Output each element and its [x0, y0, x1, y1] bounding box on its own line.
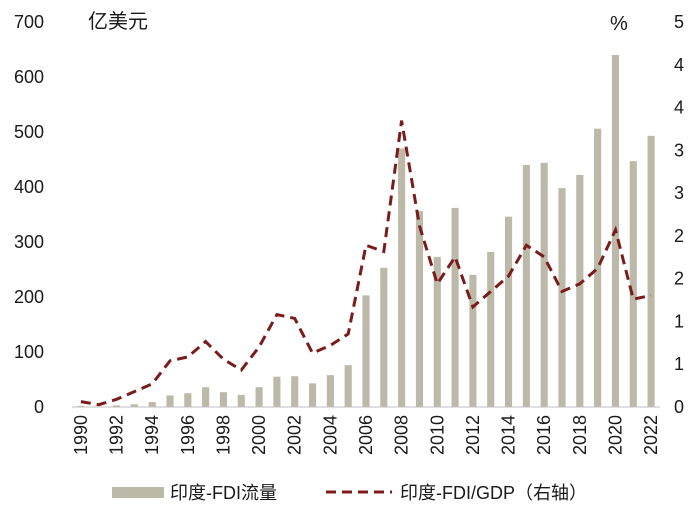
bar-2009 — [415, 211, 424, 407]
x-tick-label: 1998 — [213, 415, 233, 455]
legend-bar-swatch — [112, 487, 164, 498]
bar-1995 — [166, 395, 174, 407]
bar-2008 — [398, 148, 406, 407]
fdi-flow-bars — [77, 55, 655, 407]
x-tick-label: 2012 — [463, 415, 483, 455]
right-tick-label: 0 — [674, 397, 684, 417]
left-tick-label: 400 — [14, 177, 44, 197]
right-tick-label: 2 — [674, 269, 684, 289]
right-tick-label: 2 — [674, 226, 684, 246]
x-axis-ticks: 1990 1992 1994 1996 1998 2000 2002 2004 2006 2008… — [71, 415, 661, 455]
right-axis-unit: % — [610, 13, 628, 35]
bar-2016 — [540, 162, 548, 407]
x-tick-label: 2018 — [570, 415, 590, 455]
bar-2014 — [504, 216, 513, 407]
bar-1990 — [77, 405, 85, 407]
x-tick-label: 2020 — [605, 415, 625, 455]
right-tick-label: 4 — [674, 55, 684, 75]
fdi-gdp-ratio-line — [80, 120, 652, 407]
x-tick-label: 1990 — [71, 415, 91, 455]
bar-2017 — [558, 188, 566, 407]
bar-2005 — [344, 365, 352, 407]
bar-2021 — [629, 161, 637, 407]
right-tick-label: 5 — [674, 12, 684, 32]
legend-line-label: 印度-FDI/GDP（右轴） — [400, 483, 587, 503]
right-tick-label: 3 — [674, 183, 684, 203]
bar-2015 — [522, 165, 530, 407]
x-tick-label: 2000 — [249, 415, 269, 455]
x-tick-label: 2008 — [392, 415, 412, 455]
left-tick-label: 600 — [14, 67, 44, 87]
bar-1998 — [219, 392, 228, 407]
bar-2001 — [273, 376, 281, 407]
bar-1996 — [184, 393, 192, 407]
x-tick-label: 2022 — [641, 415, 661, 455]
legend-bar-label: 印度-FDI流量 — [170, 483, 277, 503]
right-tick-label: 4 — [674, 98, 684, 118]
bar-2006 — [362, 295, 370, 407]
bar-2018 — [576, 174, 584, 407]
left-tick-label: 0 — [34, 397, 44, 417]
bar-2010 — [433, 256, 441, 407]
legend: 印度-FDI流量 印度-FDI/GDP（右轴） — [112, 483, 587, 503]
right-tick-label: 1 — [674, 354, 684, 374]
bar-1999 — [237, 394, 245, 407]
x-tick-label: 2002 — [285, 415, 305, 455]
bar-2000 — [255, 387, 263, 407]
bar-2004 — [326, 375, 334, 407]
x-tick-label: 2010 — [427, 415, 447, 455]
bar-1994 — [148, 402, 156, 407]
bar-1992 — [112, 405, 121, 407]
right-tick-label: 1 — [674, 311, 684, 331]
x-tick-label: 1992 — [107, 415, 127, 455]
x-tick-label: 2006 — [356, 415, 376, 455]
x-tick-label: 1994 — [142, 415, 162, 455]
bar-2013 — [487, 251, 495, 407]
left-tick-label: 300 — [14, 232, 44, 252]
bar-2011 — [451, 207, 459, 407]
bar-2019 — [594, 128, 602, 407]
x-tick-label: 2016 — [534, 415, 554, 455]
bar-2003 — [308, 383, 317, 407]
left-tick-label: 500 — [14, 122, 44, 142]
left-tick-label: 700 — [14, 12, 44, 32]
left-tick-label: 200 — [14, 287, 44, 307]
right-axis-ticks: 0 1 1 2 2 3 3 4 4 5 — [674, 12, 684, 417]
left-axis-ticks: 0 100 200 300 400 500 600 700 — [14, 12, 44, 417]
x-tick-label: 1996 — [178, 415, 198, 455]
x-tick-label: 2014 — [499, 415, 519, 455]
bar-2007 — [380, 267, 388, 407]
bar-2022 — [647, 135, 655, 407]
bar-2002 — [291, 376, 299, 407]
right-tick-label: 3 — [674, 140, 684, 160]
left-tick-label: 100 — [14, 342, 44, 362]
bar-1997 — [202, 387, 210, 407]
x-tick-label: 2004 — [320, 415, 340, 455]
bar-1993 — [130, 404, 138, 407]
left-axis-unit: 亿美元 — [88, 10, 148, 33]
bar-2012 — [469, 275, 477, 407]
